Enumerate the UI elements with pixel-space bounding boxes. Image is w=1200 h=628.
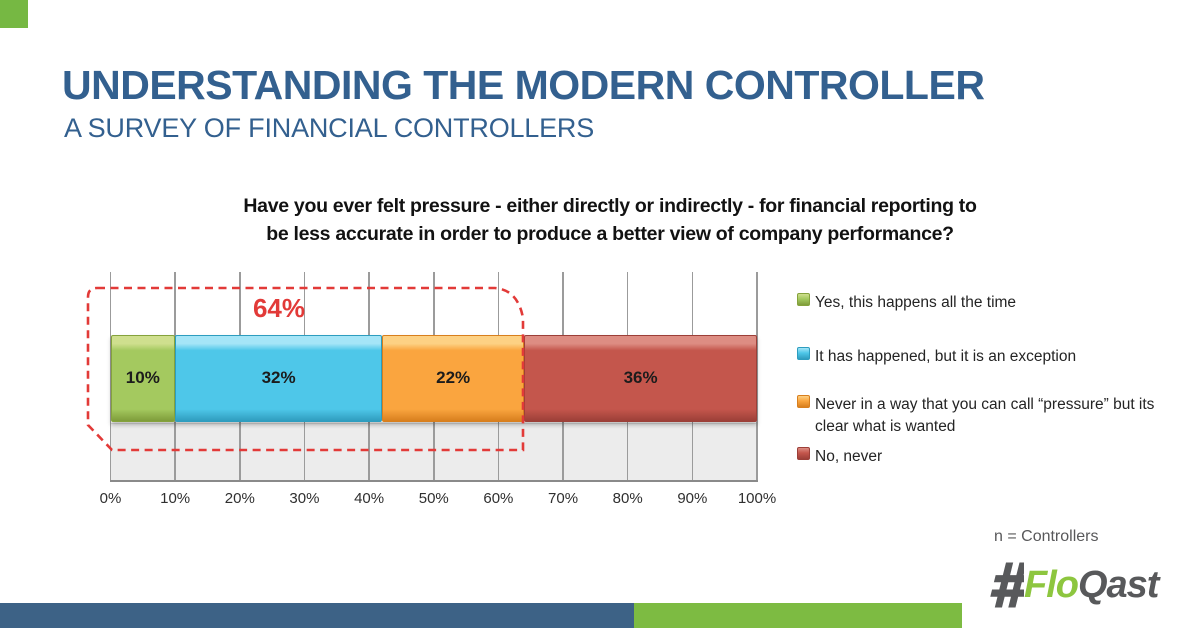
bar-segment-label: 32% [261, 367, 296, 387]
chart-title-line2: be less accurate in order to produce a b… [266, 223, 954, 245]
x-tick-label: 40% [354, 490, 385, 507]
legend: Yes, this happens all the time It has hap… [797, 170, 1187, 560]
legend-item: Yes, this happens all the time [797, 292, 1016, 314]
legend-label: It has happened, but it is an exception [815, 348, 1077, 365]
x-tick-label: 50% [418, 490, 449, 507]
x-tick-label: 0% [99, 490, 122, 507]
floqast-logo: Flo Qast [988, 562, 1178, 608]
gridline [756, 272, 758, 480]
accent-square [0, 0, 28, 28]
x-tick-label: 80% [612, 490, 643, 507]
page-title: UNDERSTANDING THE MODERN CONTROLLER [62, 62, 985, 108]
legend-item: Never in a way that you can call “pressu… [797, 394, 1175, 438]
legend-label: Yes, this happens all the time [815, 294, 1017, 311]
hash-icon [990, 562, 1024, 608]
annotation-label: 64% [252, 293, 306, 323]
logo-text-qast: Qast [1077, 564, 1159, 606]
bar-segment-label: 36% [623, 367, 658, 387]
x-axis-line [109, 480, 758, 482]
bar-segment-label: 10% [125, 367, 160, 387]
x-tick-label: 10% [160, 490, 191, 507]
x-tick-label: 100% [737, 490, 777, 507]
legend-swatch-icon [797, 293, 810, 306]
sample-note: n = Controllers [994, 528, 1099, 545]
legend-item: It has happened, but it is an exception [797, 346, 1076, 368]
x-tick-label: 70% [548, 490, 579, 507]
x-tick-label: 90% [677, 490, 708, 507]
page-subtitle: A SURVEY OF FINANCIAL CONTROLLERS [64, 113, 595, 143]
x-tick-label: 20% [224, 490, 255, 507]
legend-label: Never in a way that you can call “pressu… [815, 396, 1155, 435]
stacked-bar: 10% 32% 22% 36% [110, 335, 758, 422]
legend-swatch-icon [797, 395, 810, 408]
bar-segment: 36% [524, 335, 757, 422]
legend-swatch-icon [797, 447, 810, 460]
survey-chart: Have you ever felt pressure - either dir… [0, 170, 1200, 560]
bar-segment-label: 22% [436, 367, 471, 387]
legend-swatch-icon [797, 347, 810, 360]
bar-segment: 22% [382, 335, 525, 422]
chart-title: Have you ever felt pressure - either dir… [150, 192, 1070, 248]
bar-segment: 32% [175, 335, 383, 422]
chart-title-line1: Have you ever felt pressure - either dir… [243, 195, 977, 217]
x-tick-label: 30% [289, 490, 320, 507]
footer-bar-green [634, 603, 962, 628]
bar-segment: 10% [110, 335, 176, 422]
footer-bar-blue [0, 603, 634, 628]
legend-item: No, never [797, 446, 882, 468]
legend-label: No, never [815, 448, 883, 465]
x-tick-label: 60% [483, 490, 514, 507]
logo-text-flo: Flo [1024, 564, 1079, 606]
